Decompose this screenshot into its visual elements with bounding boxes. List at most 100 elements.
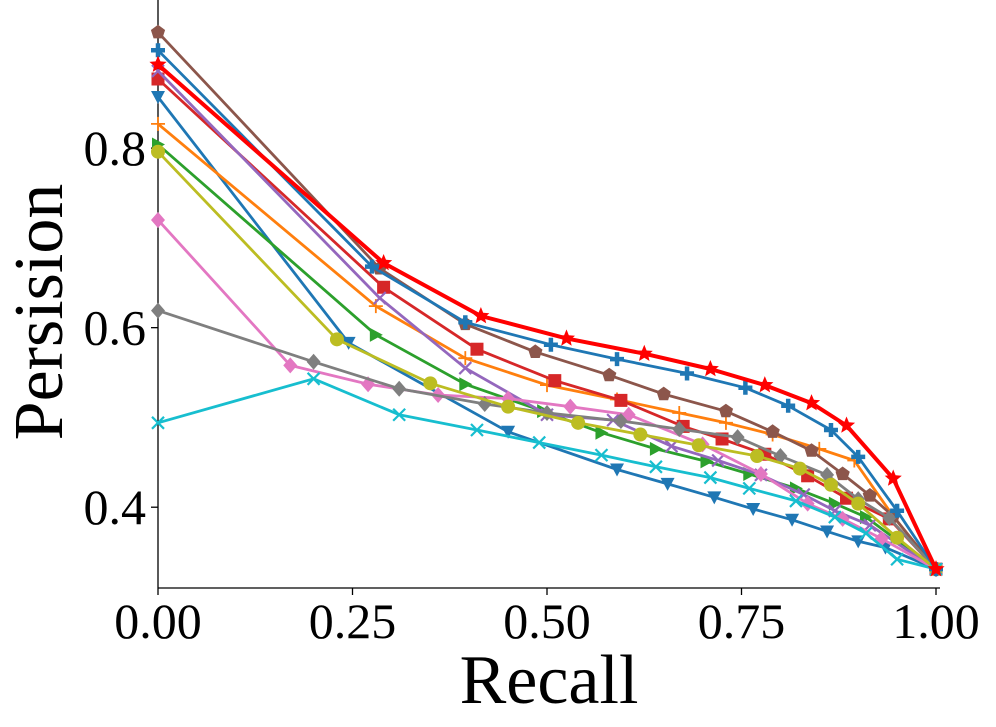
data-point [823,423,838,438]
data-point [750,449,765,464]
data-point [283,357,298,374]
y-tick-label: 0.6 [84,300,147,356]
data-point [746,503,761,517]
data-point [610,463,625,477]
data-point [594,448,609,462]
data-point [703,470,718,485]
series-line [156,96,937,571]
series-blue-cross [151,43,943,577]
data-point [859,510,873,525]
series-group [149,24,945,578]
data-point [377,280,391,294]
data-point [680,366,695,381]
data-point [765,424,780,438]
x-tick-label: 0.75 [698,593,786,649]
data-point [890,552,904,567]
data-point [151,116,165,131]
data-point [828,510,842,524]
data-point [595,425,609,440]
series-line [157,122,938,570]
data-point [532,435,546,450]
data-point [557,329,575,346]
data-point [571,415,586,430]
data-point [701,360,719,377]
series-line [156,69,937,571]
data-point [851,449,866,464]
data-point [470,342,484,356]
data-point [633,427,648,442]
series-line [156,31,938,570]
data-point [711,453,725,468]
data-point [150,24,166,39]
data-point [756,376,774,393]
data-point [375,254,393,271]
data-point [369,327,383,342]
data-point [392,407,406,422]
data-point [862,488,877,502]
x-axis-title: Recall [460,642,639,719]
data-point [927,560,945,577]
data-point [773,448,788,465]
data-point [458,361,473,375]
series-line [157,309,938,571]
data-point [458,351,473,366]
y-tick-label: 0.8 [84,120,147,176]
series-line [157,77,938,571]
data-point [501,425,516,439]
data-point [781,398,796,413]
data-point [804,443,819,457]
data-point [738,380,753,395]
x-tick-label: 0.00 [114,593,202,649]
data-point [882,509,897,526]
data-point [459,377,473,392]
series-olive-circle [151,144,943,577]
data-point [149,55,167,72]
data-point [838,416,856,433]
data-point [548,374,562,388]
data-point [718,403,734,418]
data-point [742,481,757,496]
data-point [329,332,344,347]
data-point [672,421,687,438]
data-point [458,315,473,330]
data-point [392,380,407,397]
data-point [501,399,516,414]
data-point [563,398,578,415]
series-red-star [149,55,945,577]
data-point [151,211,165,228]
series-pink-diamond [151,211,943,578]
data-point [700,454,714,469]
data-point [823,477,838,492]
data-point [753,465,768,482]
data-point [789,481,803,496]
data-point [789,494,803,508]
data-point [614,393,628,407]
data-point [785,513,800,527]
data-point [820,525,835,539]
data-point [890,503,905,518]
data-point [543,337,558,352]
data-point [635,344,653,361]
data-point [528,344,543,358]
data-point [306,372,321,386]
x-tick-label: 0.50 [503,593,591,649]
y-axis-title: Persision [1,184,78,441]
data-point [859,526,873,541]
data-point [707,491,722,505]
series-line [157,377,937,571]
y-ticks: 0.4 0.6 0.8 [84,120,158,535]
data-point [656,386,671,401]
data-point [372,291,387,305]
data-point [151,43,165,58]
series-brown-pentagon [150,24,944,576]
y-tick-label: 0.4 [84,479,147,535]
data-point [602,367,617,382]
data-point [890,530,905,545]
x-tick-label: 0.25 [309,593,397,649]
data-point [364,259,379,274]
data-point [610,352,625,367]
data-point [718,415,733,430]
series-line [157,49,938,570]
series-line [156,150,937,571]
